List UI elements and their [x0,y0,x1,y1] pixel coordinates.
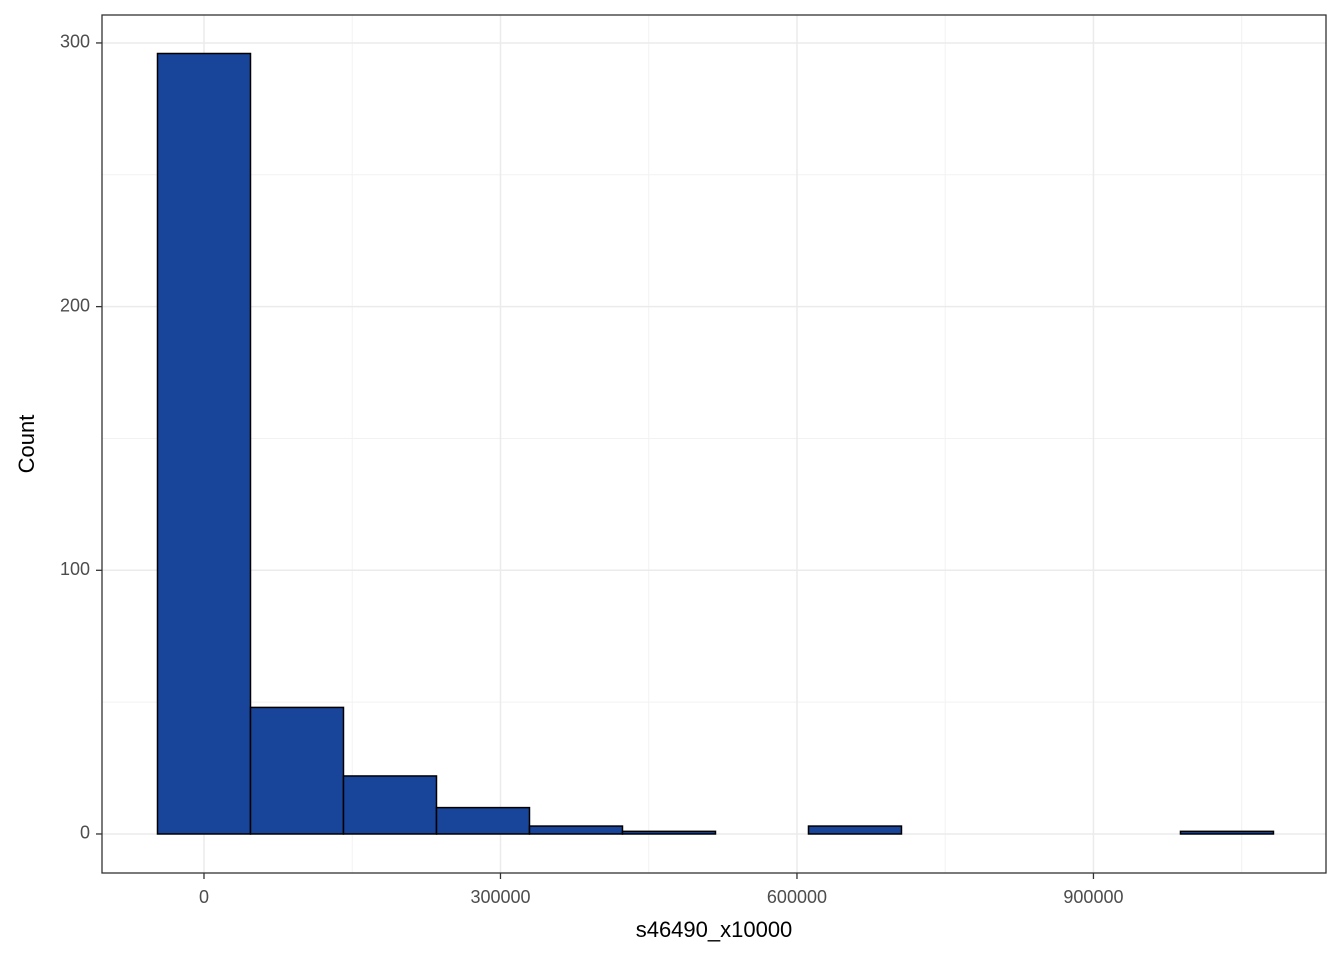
bar [342,775,438,835]
x-tick-label: 600000 [767,887,827,907]
bar [621,830,717,835]
bar [1179,830,1275,835]
y-tick-label: 0 [80,823,90,843]
bar [249,706,345,835]
x-tick-label: 0 [199,887,209,907]
bar [156,52,252,835]
x-axis-title: s46490_x10000 [636,917,793,942]
x-tick-label: 900000 [1063,887,1123,907]
x-tick-label: 300000 [470,887,530,907]
y-axis-title: Count [14,415,39,474]
bar [807,825,903,835]
panel-border [101,14,1327,874]
y-tick-label: 300 [60,32,90,52]
bar [528,825,624,835]
y-tick-label: 200 [60,295,90,315]
bar [435,806,531,835]
y-tick-label: 100 [60,559,90,579]
